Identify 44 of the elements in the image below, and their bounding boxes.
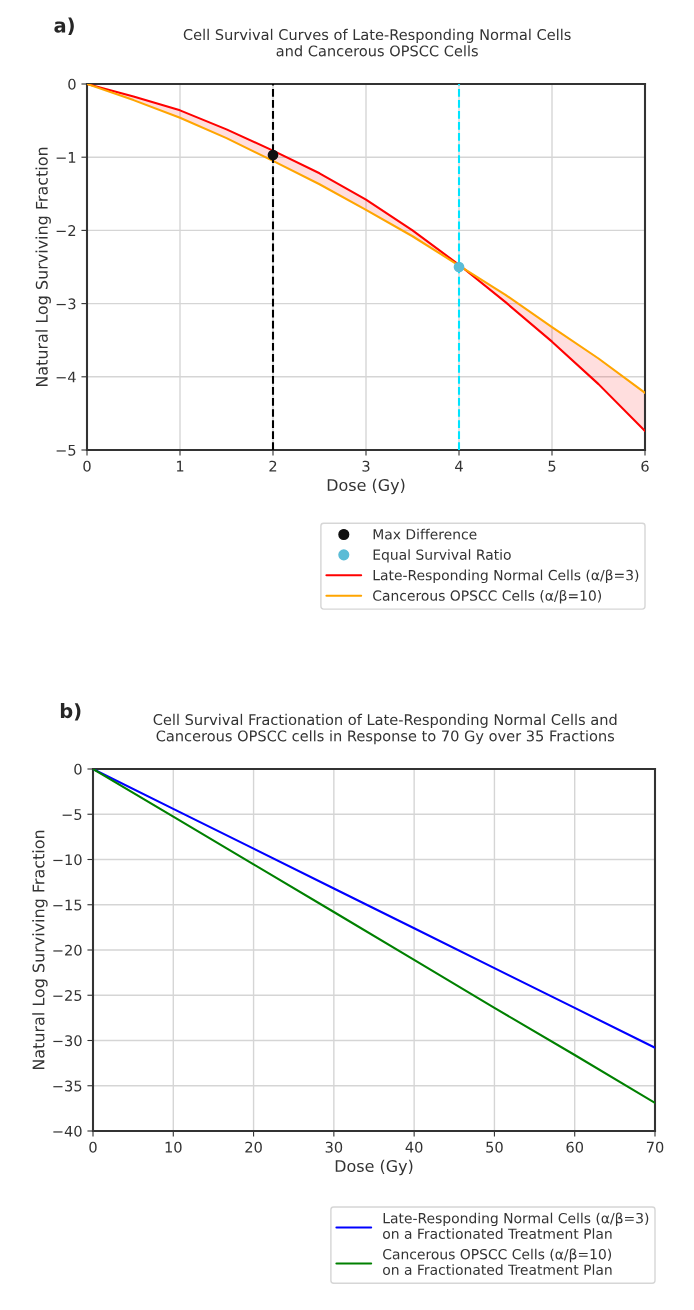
y-axis-title: Natural Log Surviving Fraction <box>32 830 48 1070</box>
y-tick-label: −10 <box>53 854 82 866</box>
y-tick-label: 0 <box>68 78 76 90</box>
y-tick-label: 0 <box>74 763 82 775</box>
x-axis-title: Dose (Gy) <box>327 478 405 495</box>
x-tick-label: 6 <box>641 460 649 472</box>
legend-label: Late-Responding Normal Cells (α/β=3) <box>373 569 639 584</box>
legend-label: Equal Survival Ratio <box>373 549 511 563</box>
y-tick-label: −35 <box>53 1080 82 1092</box>
y-tick-label: −15 <box>53 899 82 911</box>
y-tick-label: −1 <box>56 152 76 163</box>
chart-title: Cell Survival Fractionation of Late-Responding Normal Cells and Cancerous OPSCC cells in Response to 70 Gy over 35 Fractions <box>153 713 617 745</box>
legend-label: Late-Responding Normal Cells (α/β=3) on a Fractionated Treatment Plan <box>383 1212 649 1239</box>
x-tick-label: 4 <box>455 460 463 472</box>
chart-title: Cell Survival Curves of Late-Responding Normal Cells and Cancerous OPSCC Cells <box>183 28 571 57</box>
x-tick-label: 0 <box>89 1141 97 1153</box>
y-tick-label: −5 <box>62 809 82 820</box>
x-tick-label: 30 <box>325 1141 343 1153</box>
x-axis-title: Dose (Gy) <box>335 1159 413 1176</box>
y-tick-label: −40 <box>53 1125 82 1137</box>
x-tick-label: 60 <box>566 1141 584 1153</box>
legend-label: Max Difference <box>373 528 477 540</box>
legend-label: Cancerous OPSCC Cells (α/β=10) on a Fractionated Treatment Plan <box>383 1248 612 1275</box>
y-axis-title: Natural Log Surviving Fraction <box>35 147 51 387</box>
y-tick-label: −25 <box>53 989 82 1001</box>
x-tick-label: 5 <box>548 460 556 472</box>
legend-label: Cancerous OPSCC Cells (α/β=10) <box>373 590 602 604</box>
x-tick-label: 20 <box>245 1141 262 1153</box>
x-tick-label: 3 <box>362 460 370 472</box>
text: b) <box>60 703 81 721</box>
x-tick-label: 10 <box>165 1141 182 1153</box>
x-tick-label: 40 <box>405 1141 423 1153</box>
x-tick-label: 1 <box>176 460 184 472</box>
text: a) <box>54 17 74 35</box>
y-tick-label: −4 <box>56 371 76 383</box>
y-tick-label: −20 <box>53 944 82 956</box>
x-tick-label: 2 <box>269 460 277 472</box>
y-tick-label: −30 <box>53 1035 82 1047</box>
x-tick-label: 70 <box>646 1141 664 1153</box>
x-tick-label: 50 <box>486 1141 503 1153</box>
y-tick-label: −5 <box>56 444 76 456</box>
y-tick-label: −3 <box>56 298 76 310</box>
x-tick-label: 0 <box>83 460 91 472</box>
y-tick-label: −2 <box>56 225 76 236</box>
